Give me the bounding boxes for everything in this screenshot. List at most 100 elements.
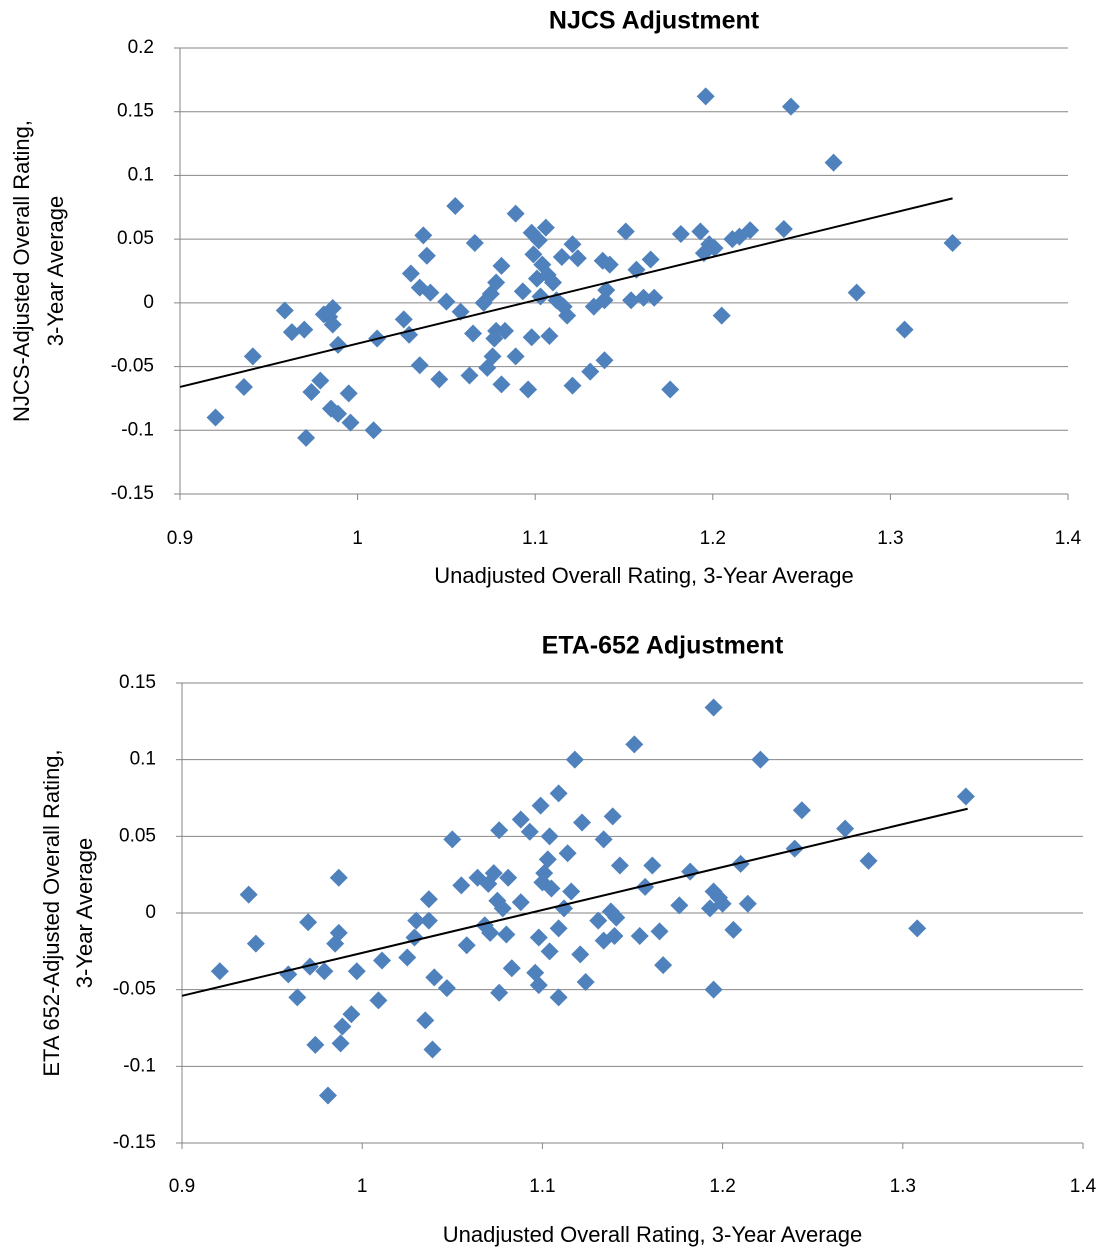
data-point: [333, 1017, 352, 1036]
data-point: [943, 233, 962, 252]
data-point: [329, 335, 348, 354]
x-tick-label: 1.2: [709, 1176, 735, 1197]
data-point: [243, 347, 262, 366]
data-point: [329, 404, 348, 423]
data-point: [414, 226, 433, 245]
data-point: [535, 864, 554, 883]
data-point: [785, 839, 804, 858]
data-point: [297, 428, 316, 447]
data-point: [859, 851, 878, 870]
data-point: [419, 911, 438, 930]
data-point: [513, 282, 532, 301]
data-point: [712, 306, 731, 325]
data-point: [630, 927, 649, 945]
data-point: [417, 246, 436, 265]
data-point: [529, 976, 548, 995]
y-tick-label: 0.05: [117, 228, 154, 249]
data-point: [457, 936, 476, 955]
data-point: [538, 850, 557, 869]
data-point: [573, 813, 592, 832]
data-point: [323, 315, 342, 334]
data-point: [847, 283, 866, 302]
data-point: [956, 787, 975, 806]
data-point: [552, 247, 571, 266]
data-point: [558, 306, 577, 325]
data-point: [571, 945, 590, 964]
data-point: [540, 827, 559, 846]
y-tick-label: 0: [145, 902, 156, 923]
data-point: [347, 962, 366, 981]
data-point: [282, 323, 301, 342]
data-point: [405, 928, 424, 947]
data-point: [597, 281, 616, 300]
chart-title: NJCS Adjustment: [549, 7, 760, 35]
data-point: [373, 951, 392, 970]
data-point: [400, 325, 419, 344]
data-point: [407, 911, 426, 930]
x-tick-label: 1.4: [1070, 1176, 1097, 1197]
data-point: [670, 896, 689, 915]
data-point: [625, 735, 644, 754]
data-point: [713, 894, 732, 913]
x-tick-label: 0.9: [169, 1176, 195, 1197]
data-point: [425, 968, 444, 987]
data-point: [398, 948, 417, 967]
y-axis-title: 3-Year Average: [72, 838, 97, 988]
data-point: [329, 868, 348, 887]
x-tick-label: 1: [357, 1176, 368, 1197]
data-point: [741, 221, 760, 240]
data-point: [519, 380, 538, 399]
data-point: [562, 882, 581, 901]
x-tick-label: 1: [352, 528, 363, 549]
data-point: [490, 983, 509, 1002]
data-point: [636, 877, 655, 896]
x-tick-label: 0.9: [167, 528, 193, 549]
y-tick-label: 0.15: [119, 672, 156, 693]
data-point: [531, 796, 550, 815]
data-point: [565, 750, 584, 769]
data-point: [299, 913, 318, 932]
data-point: [481, 923, 500, 942]
data-point: [542, 879, 561, 898]
y-tick-label: 0.05: [119, 825, 156, 846]
data-point: [681, 862, 700, 881]
data-point: [341, 413, 360, 432]
data-point: [824, 153, 843, 172]
data-point: [492, 375, 511, 394]
data-point: [529, 231, 548, 250]
data-point: [493, 899, 512, 918]
y-tick-label: 0.1: [130, 749, 156, 770]
data-point: [369, 991, 388, 1010]
y-tick-label: 0: [143, 292, 154, 313]
data-point: [492, 256, 511, 275]
data-point: [302, 383, 321, 402]
data-point: [654, 956, 673, 975]
data-point: [536, 218, 555, 237]
data-point: [206, 408, 225, 427]
data-point: [437, 292, 456, 311]
data-point: [329, 923, 348, 942]
data-point: [645, 288, 664, 307]
data-point: [451, 302, 470, 321]
data-point: [610, 856, 629, 875]
data-point: [696, 87, 715, 106]
data-point: [483, 347, 502, 366]
data-point: [306, 1035, 325, 1054]
data-point: [295, 320, 314, 339]
trend-line: [179, 197, 953, 388]
data-point: [691, 222, 710, 241]
data-point: [323, 298, 342, 317]
data-point: [589, 911, 608, 930]
data-point: [465, 233, 484, 252]
data-point: [401, 264, 420, 283]
data-point: [490, 821, 509, 840]
data-point: [416, 1011, 435, 1030]
data-point: [234, 377, 253, 396]
data-point: [540, 326, 559, 345]
data-point: [549, 919, 568, 938]
data-point: [704, 698, 723, 717]
data-point: [563, 235, 582, 254]
y-tick-label: -0.15: [111, 483, 154, 504]
data-point: [437, 979, 456, 998]
data-point: [558, 844, 577, 863]
